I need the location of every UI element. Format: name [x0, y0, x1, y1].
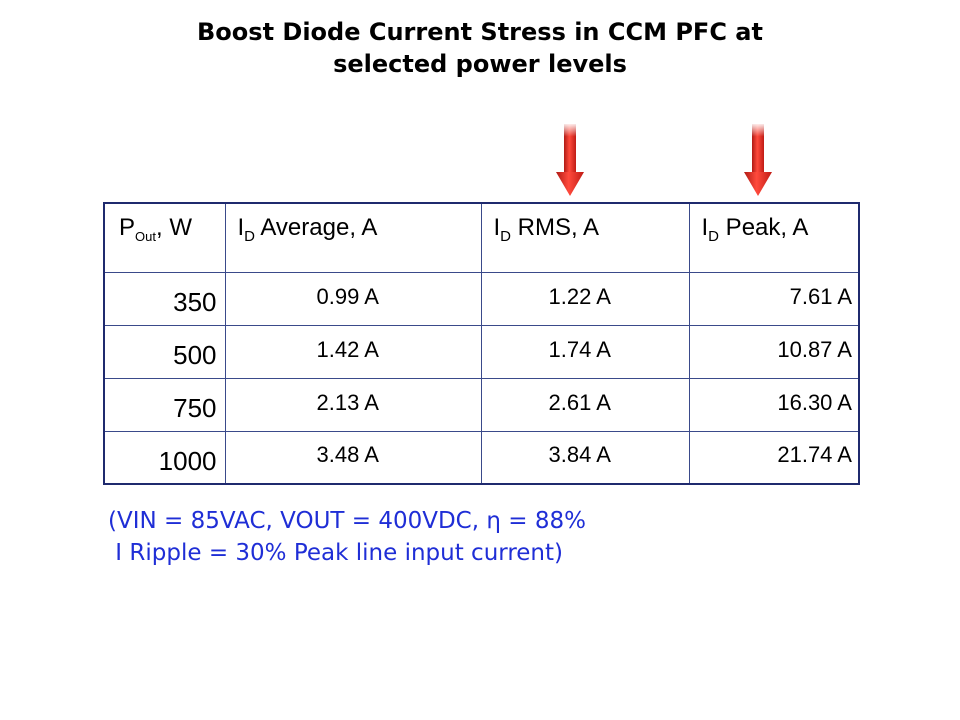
cell-pout: 1000	[103, 430, 226, 485]
cell-rms: 2.61 A	[480, 377, 690, 432]
header-id-rms: ID RMS, A	[480, 202, 690, 273]
diode-stress-table: POut, W ID Average, A ID RMS, A ID Peak,…	[103, 202, 860, 485]
header-id-average: ID Average, A	[224, 202, 482, 273]
cell-avg: 1.42 A	[224, 324, 482, 379]
table-row: 500 1.42 A 1.74 A 10.87 A	[103, 324, 860, 379]
slide-title: Boost Diode Current Stress in CCM PFC at…	[0, 16, 960, 80]
cell-avg: 3.48 A	[224, 430, 482, 485]
cell-rms: 1.74 A	[480, 324, 690, 379]
conditions-note: (VIN = 85VAC, VOUT = 400VDC, η = 88% I R…	[108, 505, 586, 569]
cell-peak: 10.87 A	[688, 324, 860, 379]
title-line-1: Boost Diode Current Stress in CCM PFC at	[197, 18, 763, 46]
cell-pout: 350	[103, 271, 226, 326]
cell-peak: 16.30 A	[688, 377, 860, 432]
cell-avg: 2.13 A	[224, 377, 482, 432]
header-pout: POut, W	[103, 202, 226, 273]
cell-pout: 500	[103, 324, 226, 379]
cell-peak: 21.74 A	[688, 430, 860, 485]
cell-peak: 7.61 A	[688, 271, 860, 326]
header-id-peak: ID Peak, A	[688, 202, 860, 273]
title-line-2: selected power levels	[333, 50, 627, 78]
note-line-1: (VIN = 85VAC, VOUT = 400VDC, η = 88%	[108, 508, 586, 534]
cell-pout: 750	[103, 377, 226, 432]
cell-avg: 0.99 A	[224, 271, 482, 326]
note-line-2: I Ripple = 30% Peak line input current)	[108, 540, 564, 566]
table-header-row: POut, W ID Average, A ID RMS, A ID Peak,…	[103, 202, 860, 273]
table-row: 350 0.99 A 1.22 A 7.61 A	[103, 271, 860, 326]
down-arrow-icon-peak	[744, 124, 772, 196]
cell-rms: 1.22 A	[480, 271, 690, 326]
down-arrow-icon-rms	[556, 124, 584, 196]
cell-rms: 3.84 A	[480, 430, 690, 485]
table-row: 750 2.13 A 2.61 A 16.30 A	[103, 377, 860, 432]
table-row: 1000 3.48 A 3.84 A 21.74 A	[103, 430, 860, 485]
